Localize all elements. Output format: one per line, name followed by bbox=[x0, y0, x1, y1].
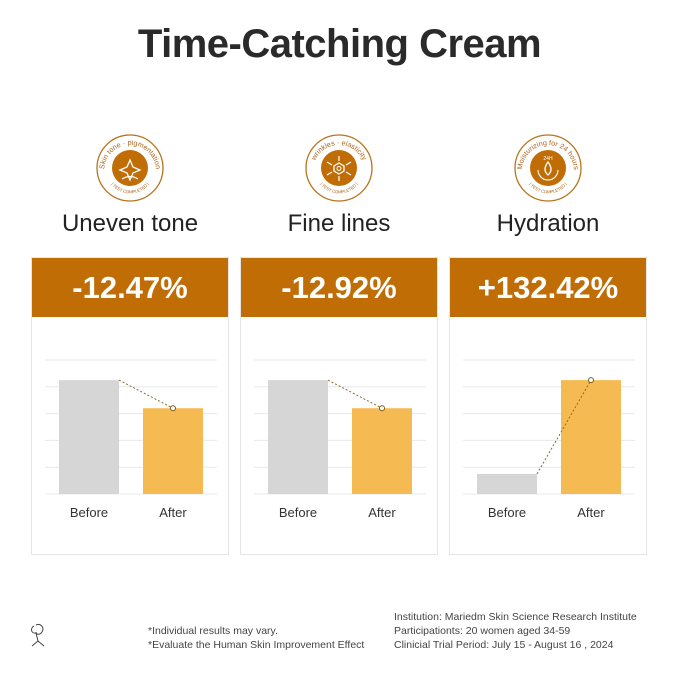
bar-after bbox=[143, 408, 203, 494]
trend-line bbox=[327, 379, 383, 409]
metric-title: Fine lines bbox=[287, 210, 391, 237]
after-point bbox=[588, 377, 594, 384]
brand-logo-icon bbox=[31, 624, 45, 647]
hexagon-arrows-icon bbox=[326, 156, 352, 181]
x-tick-label: Before bbox=[279, 505, 317, 520]
metric-title: Hydration bbox=[496, 210, 600, 237]
change-percentage: +132.42% bbox=[450, 258, 646, 317]
metric-title: Uneven tone bbox=[61, 210, 199, 237]
result-panel: -12.47% Before After bbox=[31, 257, 229, 555]
after-point bbox=[379, 405, 385, 412]
note: *Evaluate the Human Skin Improvement Eff… bbox=[148, 639, 365, 651]
trial-info: Institution: Mariedm Skin Science Resear… bbox=[394, 610, 637, 652]
bar-chart: Before After bbox=[45, 359, 217, 520]
bar-before bbox=[268, 380, 328, 494]
trend-line bbox=[118, 379, 174, 409]
x-tick-label: After bbox=[577, 505, 605, 520]
sparkle-icon bbox=[118, 158, 142, 182]
bar-before bbox=[59, 380, 119, 494]
bar-before bbox=[477, 473, 537, 494]
note: *Individual results may vary. bbox=[148, 625, 278, 637]
trial-period: Clinicial Trial Period: July 15 - August… bbox=[394, 639, 614, 651]
institution: Institution: Mariedm Skin Science Resear… bbox=[394, 611, 637, 623]
droplet-24h-icon: 24H bbox=[537, 156, 559, 181]
svg-text:24H: 24H bbox=[543, 156, 553, 162]
participants: Participationts: 20 women aged 34-59 bbox=[394, 625, 571, 637]
result-panel: +132.42% Before After bbox=[449, 257, 647, 555]
x-tick-label: After bbox=[159, 505, 187, 520]
page-title: Time-Catching Cream bbox=[137, 22, 542, 66]
bar-chart: Before After bbox=[254, 359, 426, 520]
bar-after bbox=[561, 380, 621, 494]
change-percentage: -12.92% bbox=[241, 258, 437, 317]
after-point bbox=[170, 405, 176, 412]
x-tick-label: After bbox=[368, 505, 396, 520]
result-panel: -12.92% Before After bbox=[240, 257, 438, 555]
x-tick-label: Before bbox=[70, 505, 108, 520]
test-badge: Moisturizing for 24 hours | TEST COMPLET… bbox=[514, 134, 582, 202]
test-badge: wrinkles · elasticity | TEST COMPLETED | bbox=[305, 134, 373, 202]
disclaimer: *Individual results may vary. *Evaluate … bbox=[148, 624, 364, 652]
change-percentage: -12.47% bbox=[32, 258, 228, 317]
test-badge: Skin tone · pigmentation | TEST COMPLETE… bbox=[96, 134, 164, 202]
bar-after bbox=[352, 408, 412, 494]
bar-chart: Before After bbox=[463, 359, 635, 520]
x-tick-label: Before bbox=[488, 505, 526, 520]
